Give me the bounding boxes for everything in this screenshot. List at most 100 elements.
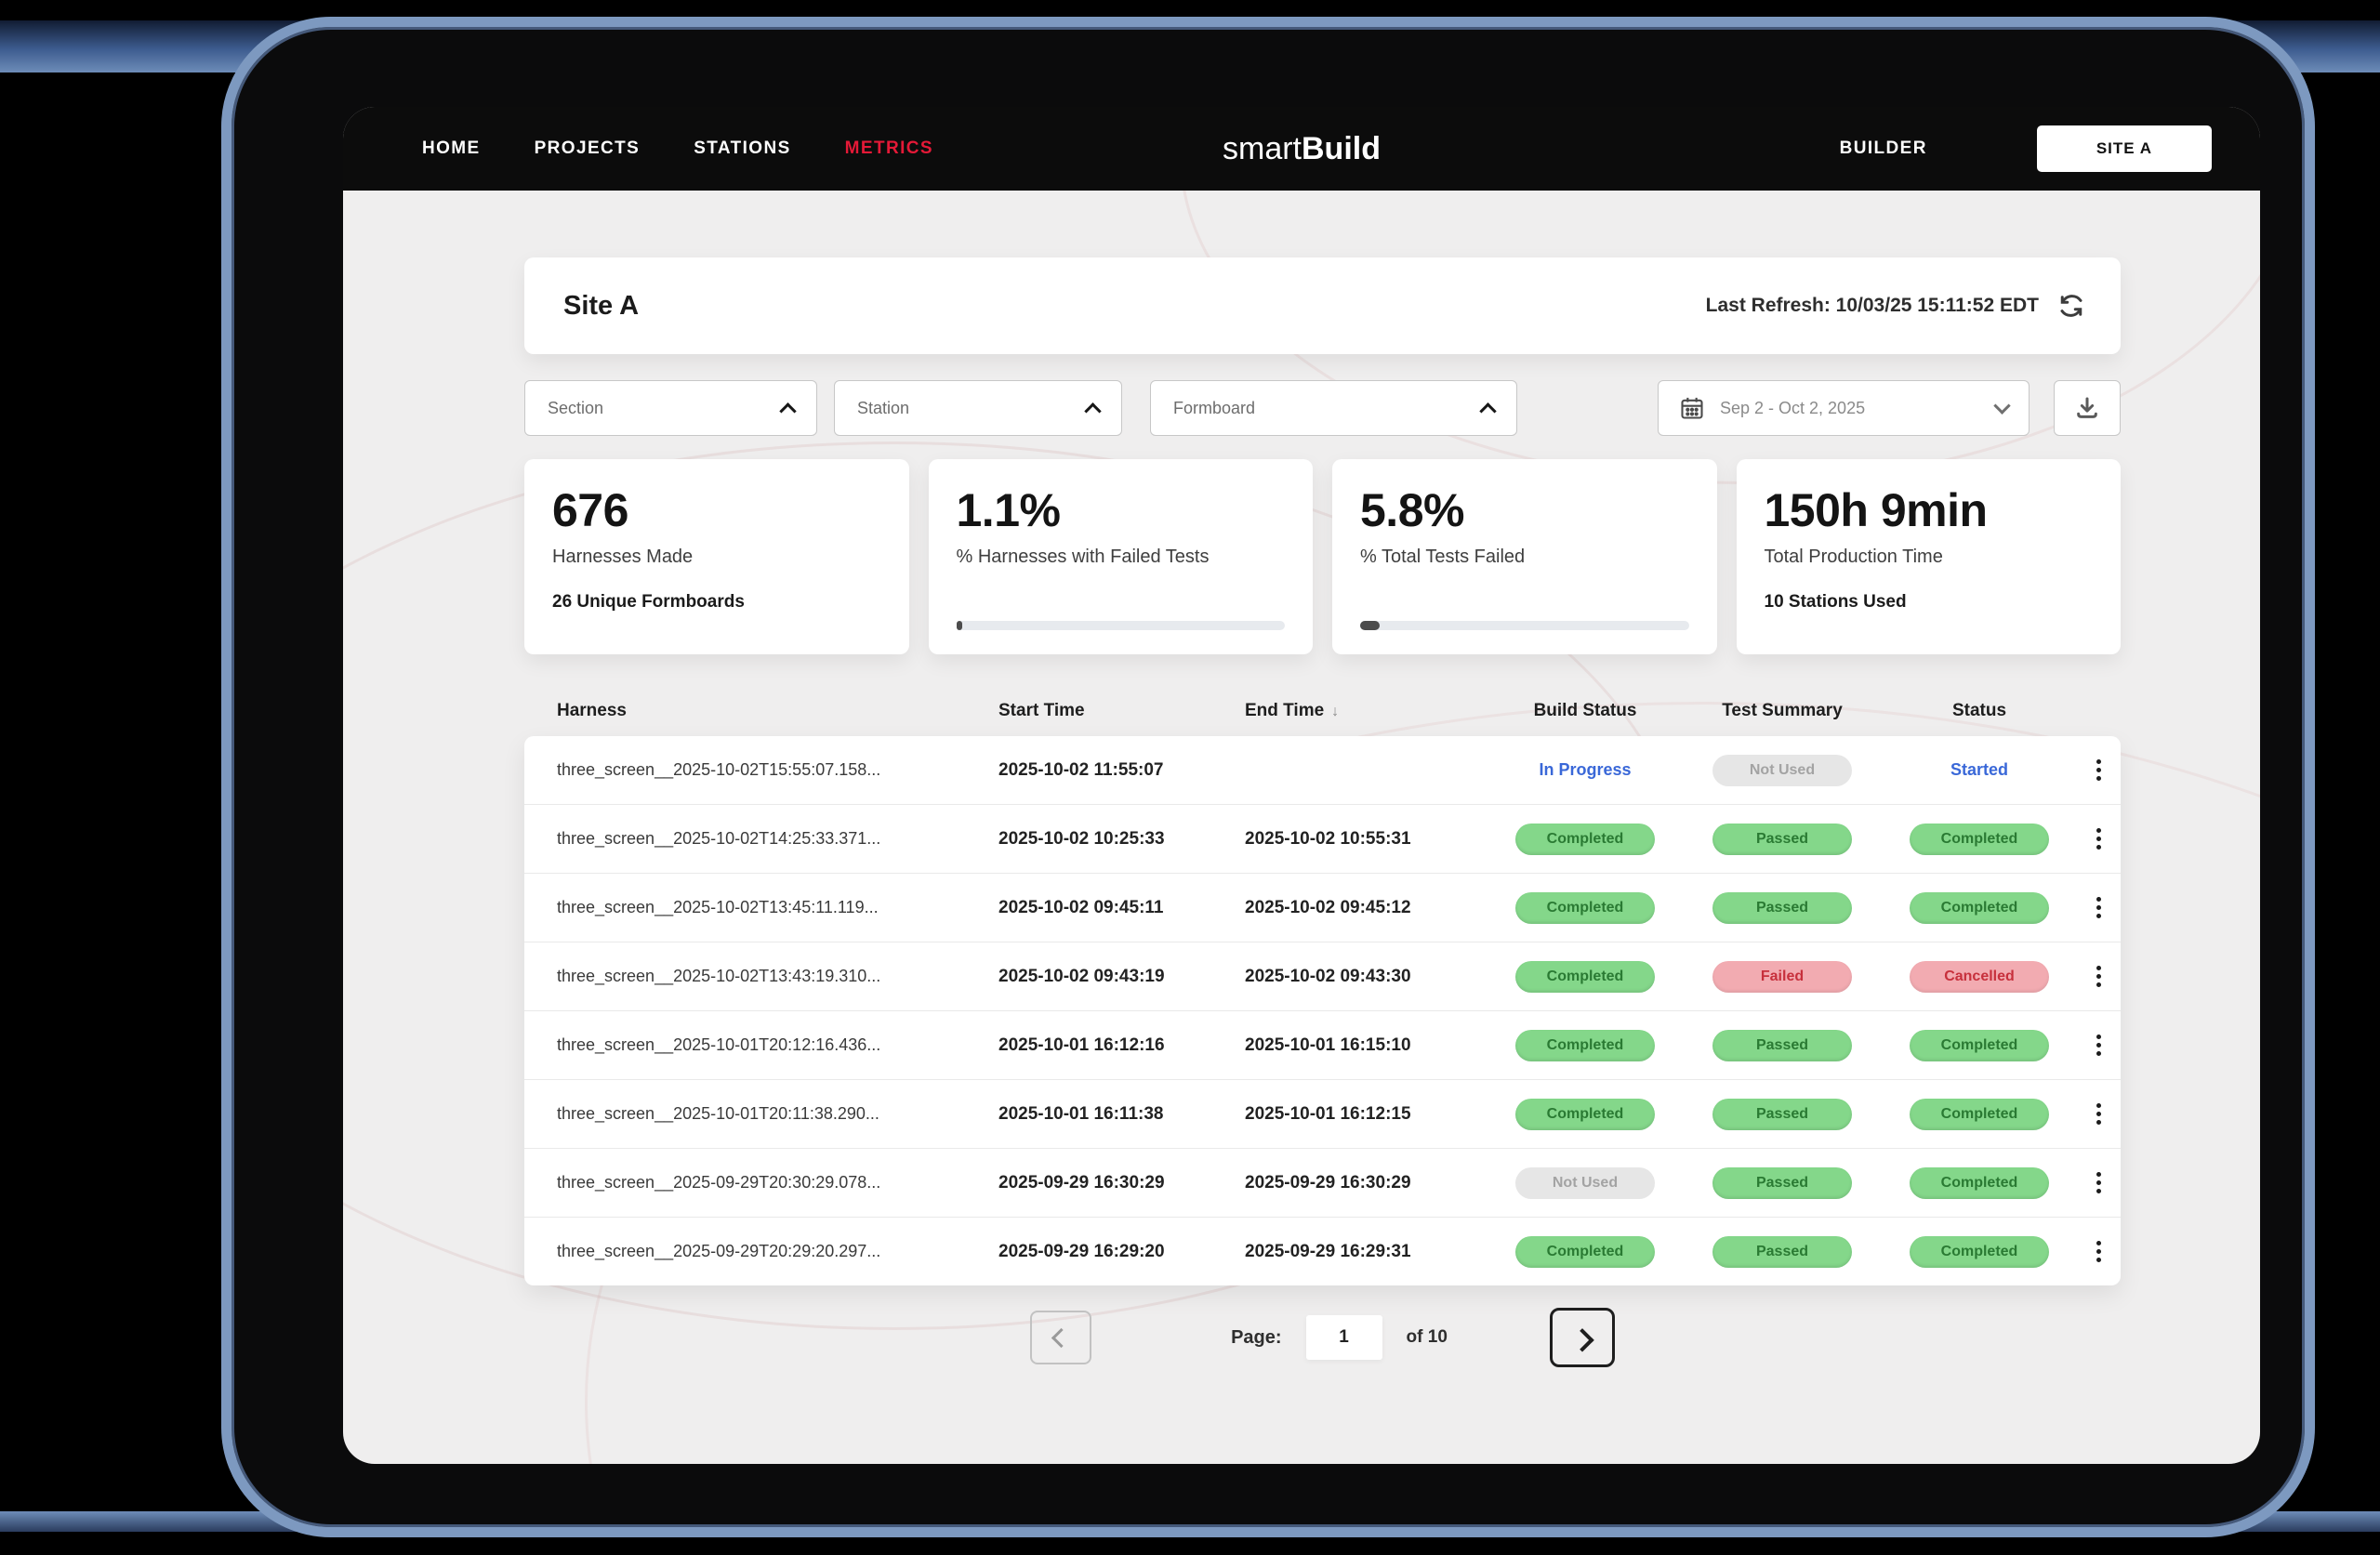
build-status-badge: Completed bbox=[1515, 823, 1655, 855]
filter-dropdown-section[interactable]: Section bbox=[524, 380, 817, 436]
col-header-harness[interactable]: Harness bbox=[557, 701, 627, 720]
metric-progress-fill bbox=[956, 621, 962, 630]
prev-icon bbox=[1051, 1327, 1071, 1348]
metric-label: Harnesses Made bbox=[552, 547, 694, 567]
cell-end-time: 2025-10-01 16:12:15 bbox=[1245, 1103, 1411, 1124]
refresh-icon[interactable] bbox=[2057, 292, 2085, 320]
download-button[interactable] bbox=[2054, 380, 2121, 436]
nav-item-builder[interactable]: BUILDER bbox=[1839, 138, 1927, 158]
row-menu-kebab-icon[interactable] bbox=[2078, 823, 2119, 855]
cell-harness: three_screen__2025-10-02T13:45:11.119... bbox=[557, 898, 879, 916]
site-select-button[interactable]: SITE A bbox=[2036, 125, 2212, 172]
tablet-frame: HOME PROJECTS STATIONS METRICS smartBuil… bbox=[221, 17, 2315, 1537]
status-badge: Completed bbox=[1910, 891, 2049, 924]
nav-item-home[interactable]: HOME bbox=[422, 138, 481, 158]
build-status-badge: Not Used bbox=[1515, 1166, 1655, 1199]
table-header: Harness Start Time End Time ↓ Build Statu… bbox=[524, 701, 2121, 736]
cell-start-time: 2025-10-02 09:45:11 bbox=[998, 897, 1164, 917]
nav-item-projects[interactable]: PROJECTS bbox=[534, 138, 641, 158]
metric-label: Total Production Time bbox=[1764, 547, 1943, 567]
chevron-up-icon bbox=[779, 402, 797, 420]
metric-label: % Harnesses with Failed Tests bbox=[956, 547, 1210, 567]
prev-page-button[interactable] bbox=[1030, 1311, 1092, 1364]
col-header-test-summary[interactable]: Test Summary bbox=[1722, 701, 1843, 720]
table-row[interactable]: three_screen__2025-09-29T20:29:20.297...… bbox=[524, 1218, 2121, 1285]
chevron-down-icon bbox=[1993, 396, 2011, 415]
cell-harness: three_screen__2025-09-29T20:29:20.297... bbox=[557, 1242, 881, 1260]
page-of-text: of 10 bbox=[1406, 1327, 1448, 1347]
col-header-build-status[interactable]: Build Status bbox=[1533, 701, 1637, 720]
page-title: Site A bbox=[563, 290, 640, 321]
status-badge: Completed bbox=[1910, 1029, 2049, 1061]
smartbuild-logo: smartBuild bbox=[1223, 131, 1381, 167]
table-row[interactable]: three_screen__2025-09-29T20:30:29.078...… bbox=[524, 1149, 2121, 1218]
cell-end-time: 2025-10-02 09:45:12 bbox=[1245, 897, 1411, 917]
test-summary-badge: Failed bbox=[1712, 960, 1852, 993]
table-row[interactable]: three_screen__2025-10-01T20:11:38.290...… bbox=[524, 1080, 2121, 1149]
site-header-card: Site A Last Refresh: 10/03/25 15:11:52 E… bbox=[524, 257, 2121, 354]
chevron-up-icon bbox=[1084, 402, 1102, 420]
cell-start-time: 2025-09-29 16:29:20 bbox=[998, 1241, 1165, 1261]
cell-harness: three_screen__2025-10-01T20:12:16.436... bbox=[557, 1035, 881, 1054]
row-menu-kebab-icon[interactable] bbox=[2078, 891, 2119, 924]
nav-item-metrics[interactable]: METRICS bbox=[844, 138, 933, 158]
status-badge: Completed bbox=[1910, 1166, 2049, 1199]
filter-dropdown-formboard[interactable]: Formboard bbox=[1150, 380, 1517, 436]
nav-item-stations[interactable]: STATIONS bbox=[694, 138, 791, 158]
test-summary-badge: Passed bbox=[1712, 1235, 1852, 1268]
app-screen: HOME PROJECTS STATIONS METRICS smartBuil… bbox=[343, 107, 2260, 1464]
build-status-badge: Completed bbox=[1515, 1235, 1655, 1268]
cell-start-time: 2025-10-01 16:12:16 bbox=[998, 1034, 1165, 1055]
metric-label: % Total Tests Failed bbox=[1360, 547, 1526, 567]
cell-start-time: 2025-10-02 11:55:07 bbox=[998, 759, 1164, 780]
row-menu-kebab-icon[interactable] bbox=[2078, 1098, 2119, 1130]
table-row[interactable]: three_screen__2025-10-01T20:12:16.436...… bbox=[524, 1011, 2121, 1080]
harness-table: three_screen__2025-10-02T15:55:07.158...… bbox=[524, 736, 2121, 1285]
metric-card: 676 Harnesses Made 26 Unique Formboards bbox=[524, 459, 909, 654]
next-page-button[interactable] bbox=[1549, 1308, 1615, 1367]
test-summary-badge: Passed bbox=[1712, 1098, 1852, 1130]
table-row[interactable]: three_screen__2025-10-02T14:25:33.371...… bbox=[524, 805, 2121, 874]
status-badge: Completed bbox=[1910, 1098, 2049, 1130]
build-status-badge: Completed bbox=[1515, 1098, 1655, 1130]
date-range-picker[interactable]: Sep 2 - Oct 2, 2025 bbox=[1658, 380, 2030, 436]
col-header-end-time[interactable]: End Time ↓ bbox=[1245, 701, 1340, 720]
next-icon bbox=[1570, 1328, 1594, 1352]
row-menu-kebab-icon[interactable] bbox=[2078, 1029, 2119, 1061]
table-row[interactable]: three_screen__2025-10-02T13:43:19.310...… bbox=[524, 942, 2121, 1011]
cell-end-time: 2025-10-01 16:15:10 bbox=[1245, 1034, 1411, 1055]
build-status-badge: Completed bbox=[1515, 891, 1655, 924]
cell-harness: three_screen__2025-10-02T13:43:19.310... bbox=[557, 967, 881, 985]
col-header-start-time[interactable]: Start Time bbox=[998, 701, 1085, 720]
test-summary-badge: Passed bbox=[1712, 1029, 1852, 1061]
filter-dropdown-station[interactable]: Station bbox=[834, 380, 1122, 436]
cell-harness: three_screen__2025-10-01T20:11:38.290... bbox=[557, 1104, 879, 1123]
build-status-badge: Completed bbox=[1515, 1029, 1655, 1061]
metric-value: 5.8% bbox=[1360, 484, 1464, 536]
row-menu-kebab-icon[interactable] bbox=[2078, 1235, 2119, 1268]
cell-start-time: 2025-10-02 09:43:19 bbox=[998, 966, 1165, 986]
metric-progress-fill bbox=[1360, 621, 1380, 630]
metric-card: 1.1% % Harnesses with Failed Tests bbox=[928, 459, 1313, 654]
logo-bold-part: Build bbox=[1302, 130, 1381, 166]
table-row[interactable]: three_screen__2025-10-02T13:45:11.119...… bbox=[524, 874, 2121, 942]
row-menu-kebab-icon[interactable] bbox=[2078, 960, 2119, 993]
status-badge: Completed bbox=[1910, 1235, 2049, 1268]
metric-sub-label: 26 Unique Formboards bbox=[552, 592, 745, 612]
col-header-status[interactable]: Status bbox=[1951, 701, 2007, 720]
row-menu-kebab-icon[interactable] bbox=[2078, 1166, 2119, 1199]
top-navbar: HOME PROJECTS STATIONS METRICS smartBuil… bbox=[343, 107, 2260, 191]
filters-row: Section Station Formboard Sep 2 - Oct 2, bbox=[524, 380, 2121, 436]
refresh-group: Last Refresh: 10/03/25 15:11:52 EDT bbox=[1706, 292, 2085, 320]
metric-card: 150h 9min Total Production Time 10 Stati… bbox=[1736, 459, 2121, 654]
page-number-input[interactable] bbox=[1305, 1315, 1382, 1360]
metric-value: 676 bbox=[552, 484, 628, 536]
table-row[interactable]: three_screen__2025-10-02T15:55:07.158...… bbox=[524, 736, 2121, 805]
nav-right-group: BUILDER SITE A bbox=[1840, 125, 2212, 172]
metric-value: 1.1% bbox=[956, 484, 1061, 536]
dropdown-label: Section bbox=[548, 398, 604, 417]
cell-end-time: 2025-10-02 10:55:31 bbox=[1245, 828, 1411, 849]
cell-start-time: 2025-10-02 10:25:33 bbox=[998, 828, 1165, 849]
metric-cards: 676 Harnesses Made 26 Unique Formboards … bbox=[524, 459, 2121, 654]
row-menu-kebab-icon[interactable] bbox=[2078, 754, 2119, 786]
